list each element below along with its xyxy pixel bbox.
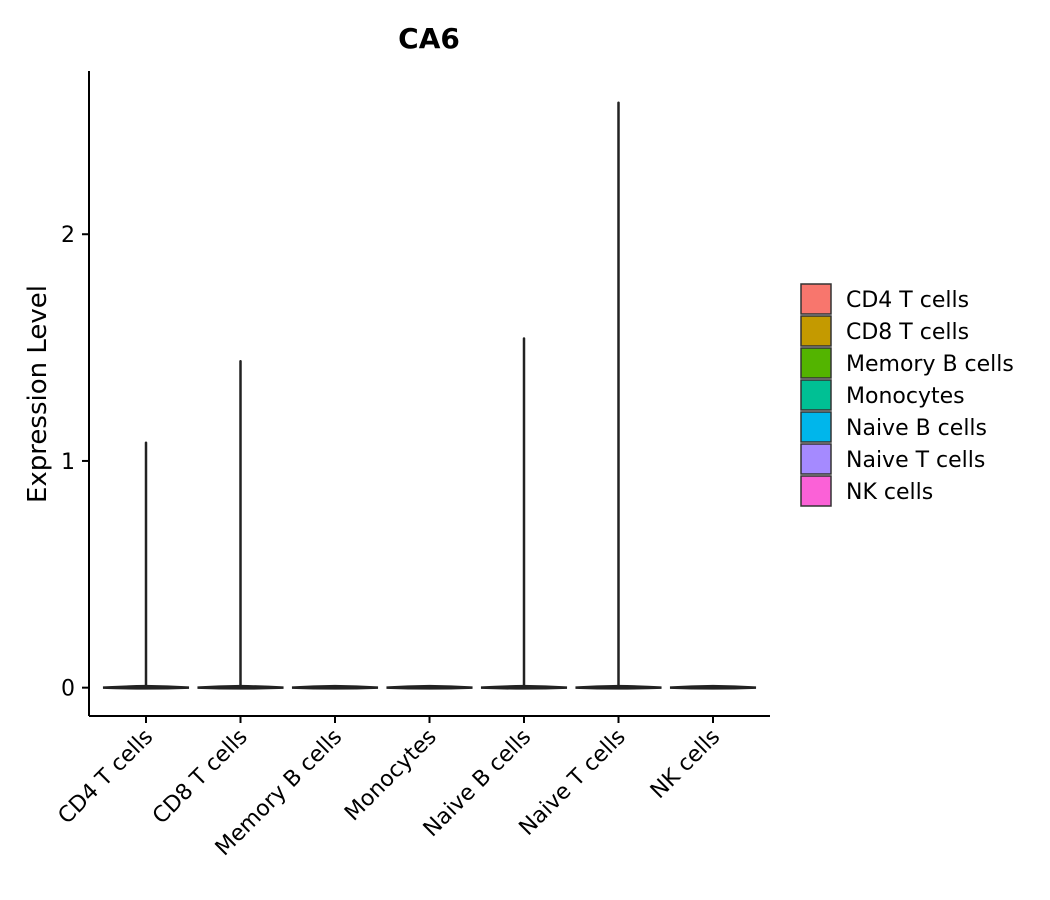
violin-cd8-t-cells [197, 359, 284, 690]
violin-monocytes [386, 684, 473, 690]
legend-swatch [800, 315, 832, 347]
legend-swatch [800, 443, 832, 475]
legend-item: CD8 T cells [800, 315, 969, 347]
legend-label: Naive B cells [846, 416, 987, 441]
violin-base [291, 684, 379, 690]
legend: CD4 T cells CD8 T cells Memory B cells Mono… [800, 283, 1014, 507]
legend-swatch [800, 475, 832, 507]
violin-base [480, 684, 568, 690]
violin-naive-b-cells [480, 337, 568, 690]
x-tick-label: CD4 T cells [54, 725, 159, 830]
legend-item: Naive T cells [800, 443, 985, 475]
violin-base [102, 684, 190, 690]
x-tick-label: CD8 T cells [148, 725, 253, 830]
legend-swatch [800, 379, 832, 411]
legend-label: Monocytes [846, 384, 965, 409]
y-tick-label: 0 [61, 677, 75, 702]
chart-title: CA6 [398, 22, 460, 55]
legend-swatch [800, 411, 832, 443]
violin-nk-cells [669, 684, 757, 690]
legend-swatch [800, 283, 832, 315]
y-tick-label: 1 [61, 450, 75, 475]
violin-base [575, 684, 662, 690]
legend-item: NK cells [800, 475, 933, 507]
x-tick-label: NK cells [646, 725, 725, 804]
violin-cd4-t-cells [102, 441, 190, 690]
violin-base [197, 684, 284, 690]
legend-item: Monocytes [800, 379, 965, 411]
violin-base [669, 684, 757, 690]
violin-memory-b-cells [291, 684, 379, 690]
x-tick-label: Monocytes [340, 725, 442, 827]
legend-item: Memory B cells [800, 347, 1014, 379]
violin-base [386, 684, 473, 690]
legend-label: Memory B cells [846, 352, 1014, 377]
legend-label: Naive T cells [846, 448, 985, 473]
legend-label: NK cells [846, 480, 933, 505]
legend-item: Naive B cells [800, 411, 987, 443]
legend-label: CD8 T cells [846, 320, 969, 345]
violin-naive-t-cells [575, 101, 662, 690]
legend-item: CD4 T cells [800, 283, 969, 315]
y-tick-label: 2 [61, 223, 75, 248]
y-axis-title: Expression Level [23, 285, 53, 503]
legend-label: CD4 T cells [846, 288, 969, 313]
legend-swatch [800, 347, 832, 379]
